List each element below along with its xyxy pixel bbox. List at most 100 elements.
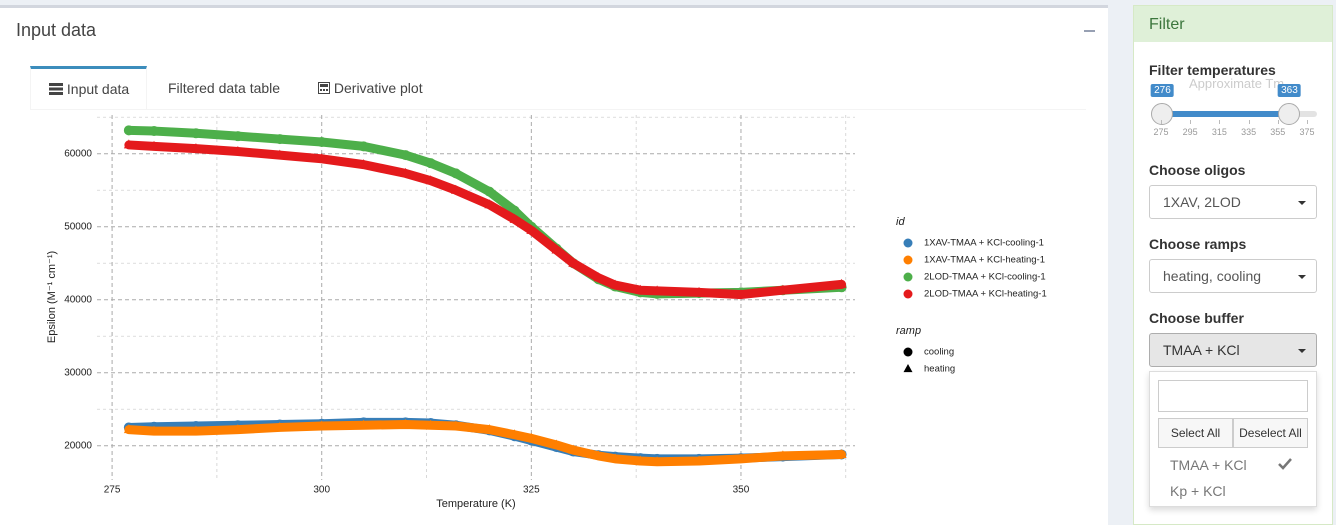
slider-tick-label: 295 bbox=[1182, 127, 1198, 137]
buffer-select[interactable]: TMAA + KCl bbox=[1149, 333, 1317, 367]
chart: Temperature (K) Epsilon (M⁻¹ cm⁻¹) id ra… bbox=[46, 115, 1047, 510]
ramps-select[interactable]: heating, cooling bbox=[1149, 259, 1317, 293]
y-tick-label: 50000 bbox=[64, 221, 92, 232]
point bbox=[274, 421, 285, 431]
select-value: TMAA + KCl bbox=[1163, 342, 1240, 358]
oligos-select[interactable]: 1XAV, 2LOD bbox=[1149, 185, 1317, 219]
tab[interactable]: Input data bbox=[30, 66, 147, 109]
box-title: Input data bbox=[16, 20, 97, 40]
slider-badge: 363 bbox=[1278, 84, 1301, 97]
legend-shape bbox=[903, 364, 913, 373]
slider-tick bbox=[1248, 120, 1250, 124]
legend-swatch bbox=[903, 238, 913, 248]
point bbox=[509, 429, 520, 439]
point bbox=[400, 150, 411, 161]
point bbox=[123, 139, 134, 149]
point bbox=[358, 419, 369, 429]
slider-tick bbox=[1190, 120, 1192, 124]
point bbox=[190, 425, 201, 435]
legend-title: id bbox=[896, 216, 905, 228]
x-tick-label: 275 bbox=[104, 485, 121, 496]
x-tick-label: 350 bbox=[733, 485, 750, 496]
point bbox=[694, 455, 705, 465]
oligos-label: Choose oligos bbox=[1149, 162, 1246, 178]
buffer-label: Choose buffer bbox=[1149, 310, 1244, 326]
point bbox=[551, 439, 562, 449]
point bbox=[316, 153, 327, 163]
point bbox=[509, 213, 520, 223]
point bbox=[836, 278, 847, 288]
point bbox=[232, 131, 243, 142]
point bbox=[735, 289, 746, 299]
y-axis-label: Epsilon (M⁻¹ cm⁻¹) bbox=[46, 251, 58, 343]
legend-label: 2LOD-TMAA + KCl-cooling-1 bbox=[924, 272, 1046, 283]
point bbox=[358, 159, 369, 169]
legend-swatch bbox=[903, 272, 913, 282]
point bbox=[551, 244, 562, 254]
calc-icon bbox=[318, 82, 330, 94]
point bbox=[450, 168, 461, 179]
point bbox=[316, 137, 327, 148]
point bbox=[274, 134, 285, 145]
point bbox=[484, 186, 495, 197]
legend-shape bbox=[903, 347, 913, 357]
y-tick-label: 40000 bbox=[64, 294, 92, 305]
series-band bbox=[124, 140, 847, 300]
slider-tick bbox=[1219, 120, 1221, 124]
point bbox=[190, 143, 201, 153]
slider-tick bbox=[1161, 120, 1162, 124]
point bbox=[610, 453, 621, 463]
option[interactable]: TMAA + KCl bbox=[1170, 457, 1247, 473]
point bbox=[635, 455, 646, 465]
point bbox=[425, 419, 436, 429]
point bbox=[777, 284, 788, 294]
ramps-label: Choose ramps bbox=[1149, 236, 1247, 252]
tab-label: Input data bbox=[66, 81, 130, 97]
point bbox=[610, 279, 621, 289]
point bbox=[484, 199, 495, 209]
slider-tick-label: 275 bbox=[1153, 127, 1169, 137]
option[interactable]: Kp + KCl bbox=[1170, 483, 1226, 499]
legend-label: 1XAV-TMAA + KCl-heating-1 bbox=[924, 255, 1045, 266]
slider-badge: 276 bbox=[1151, 84, 1174, 97]
point bbox=[593, 450, 604, 460]
point bbox=[450, 184, 461, 194]
point bbox=[635, 284, 646, 294]
tab[interactable]: Filtered data table bbox=[168, 66, 280, 109]
tab-label: Derivative plot bbox=[333, 80, 423, 96]
point bbox=[694, 286, 705, 296]
collapse-button[interactable] bbox=[1084, 30, 1095, 32]
legend-title: ramp bbox=[896, 325, 921, 337]
search-input[interactable] bbox=[1158, 380, 1308, 412]
tab[interactable]: Derivative plot bbox=[318, 66, 423, 109]
point bbox=[274, 149, 285, 159]
dropdown-menu: Select All Deselect All TMAA + KCl Kp + … bbox=[1149, 371, 1317, 507]
point bbox=[652, 285, 663, 295]
faded-label: Approximate Tm bbox=[1189, 76, 1285, 91]
point bbox=[358, 141, 369, 152]
select-all[interactable]: Select All bbox=[1158, 418, 1233, 448]
legend-label: heating bbox=[924, 364, 955, 375]
point bbox=[316, 420, 327, 430]
point bbox=[232, 146, 243, 155]
point bbox=[425, 158, 436, 169]
point bbox=[526, 224, 537, 234]
point bbox=[232, 424, 243, 434]
point bbox=[400, 167, 411, 177]
table-icon bbox=[49, 83, 63, 95]
filter-box: Filter Approximate Tm Filter temperature… bbox=[1133, 5, 1333, 525]
point bbox=[568, 444, 579, 454]
x-axis-label: Temperature (K) bbox=[436, 498, 515, 510]
select-value: 1XAV, 2LOD bbox=[1163, 194, 1241, 210]
x-tick-label: 300 bbox=[313, 485, 330, 496]
select-value: heating, cooling bbox=[1163, 268, 1262, 284]
point bbox=[149, 425, 160, 435]
y-tick-label: 60000 bbox=[64, 148, 92, 159]
check-icon bbox=[1278, 458, 1292, 470]
slider[interactable]: 276 363 275 295 315 335 355 375 bbox=[1134, 84, 1332, 144]
point bbox=[425, 175, 436, 185]
deselect-all[interactable]: Deselect All bbox=[1233, 418, 1308, 448]
slider-handle[interactable] bbox=[1278, 103, 1301, 125]
slider-handle[interactable] bbox=[1151, 103, 1174, 125]
slider-tick-label: 315 bbox=[1211, 127, 1227, 137]
